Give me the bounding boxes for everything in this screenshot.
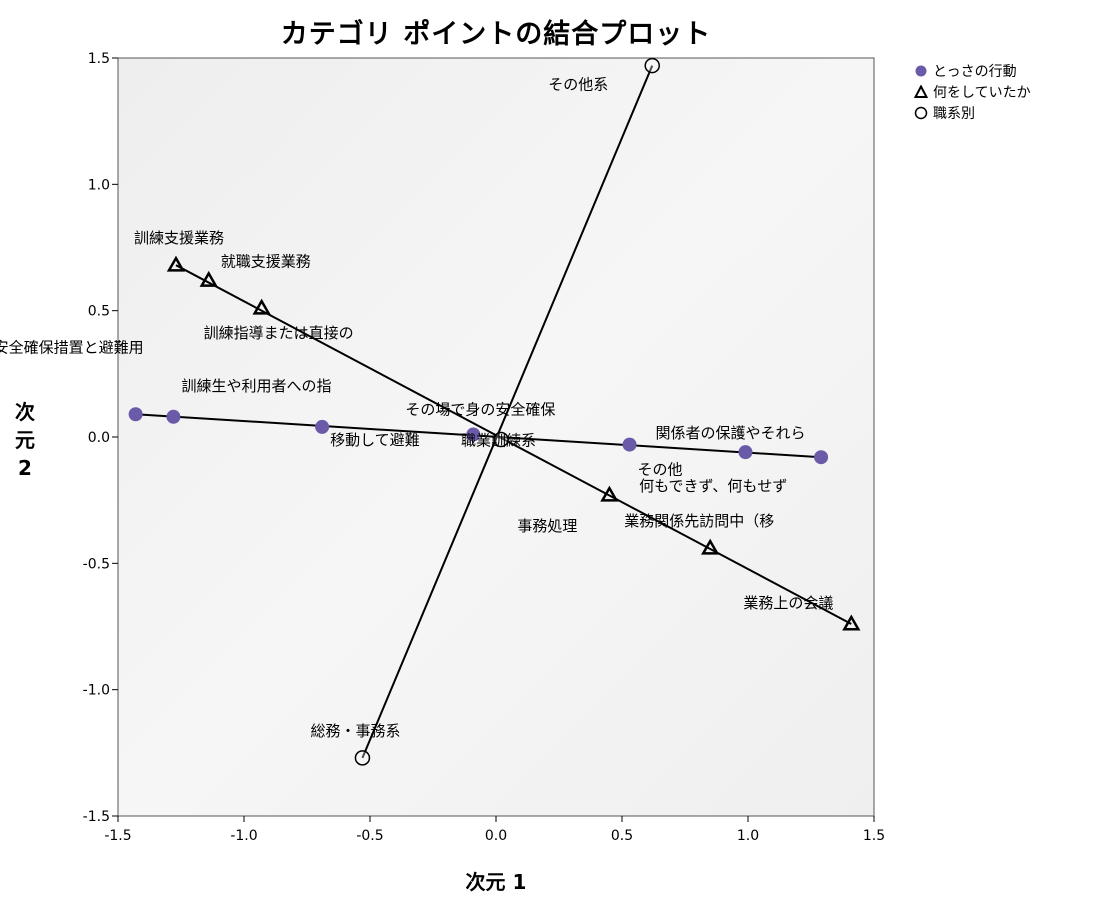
legend-entry: 何をしていたか — [914, 81, 1031, 102]
point-jobtype — [354, 750, 371, 766]
point-label: その他 — [638, 461, 683, 479]
point-activity — [166, 255, 186, 272]
point-label: 総務・事務系 — [310, 722, 400, 740]
point-activity — [199, 270, 218, 287]
point-label: 就職支援業務 — [221, 252, 311, 270]
y-tick-label: -1.0 — [83, 683, 110, 699]
x-tick-label: 1.5 — [863, 828, 885, 844]
legend-marker-icon — [914, 84, 928, 98]
point-jobtype — [644, 57, 660, 74]
legend-label: とっさの行動 — [933, 63, 1017, 80]
point-label: 安全確保措置と避難用 — [0, 338, 144, 356]
x-tick-label: 1.0 — [737, 828, 759, 844]
x-axis-title: 次元 1 — [465, 870, 527, 894]
x-tick-label: -1.5 — [104, 828, 131, 844]
point-action — [622, 437, 637, 452]
point-label: 何もできず、何もせず — [639, 477, 787, 495]
y-tick-label: 0.0 — [88, 430, 110, 446]
point-label: 訓練指導または直接の — [204, 324, 354, 342]
point-action — [466, 427, 481, 442]
point-label: 訓練支援業務 — [134, 229, 224, 247]
series-line-2 — [361, 65, 654, 759]
legend-label: 何をしていたか — [933, 84, 1031, 101]
point-label: 移動して避難 — [330, 431, 420, 449]
point-jobtype — [493, 431, 509, 448]
point-activity — [252, 298, 271, 315]
legend: とっさの行動 何をしていたか 職系別 — [914, 60, 1031, 123]
point-action — [166, 409, 181, 424]
y-tick-label: 0.5 — [88, 304, 110, 320]
chart-title: カテゴリ ポイントの結合プロット — [280, 19, 712, 50]
y-tick-label: -1.5 — [83, 809, 110, 825]
point-label: 関係者の保護やそれら — [655, 424, 805, 442]
legend-marker-icon — [914, 106, 928, 119]
series-line-1 — [175, 264, 852, 625]
y-tick-label: -0.5 — [83, 556, 110, 572]
point-activity — [842, 614, 861, 631]
y-tick-label: 1.0 — [88, 177, 110, 193]
point-action — [315, 419, 330, 434]
point-label: その場で身の安全確保 — [405, 400, 555, 418]
point-action — [738, 445, 753, 460]
y-tick-label: 1.5 — [88, 51, 110, 67]
x-tick-label: -1.0 — [230, 828, 257, 844]
point-action — [128, 407, 143, 422]
point-label: 訓練生や利用者への指 — [181, 377, 331, 395]
point-activity — [701, 538, 720, 555]
point-label: 事務処理 — [517, 517, 577, 535]
point-activity — [600, 485, 619, 502]
legend-marker-icon — [915, 65, 927, 76]
point-label: 業務関係先訪問中（移 — [624, 512, 774, 530]
x-tick-label: 0.5 — [611, 828, 633, 844]
legend-entry: 職系別 — [914, 102, 1031, 123]
legend-label: 職系別 — [933, 105, 975, 122]
x-tick-label: 0.0 — [485, 828, 507, 844]
x-tick-label: -0.5 — [356, 828, 383, 844]
point-label: その他系 — [548, 76, 608, 94]
point-label: 職業訓練系 — [461, 432, 536, 450]
legend-entry: とっさの行動 — [914, 60, 1031, 81]
point-action — [814, 450, 829, 465]
point-label: 業務上の会議 — [743, 594, 833, 612]
